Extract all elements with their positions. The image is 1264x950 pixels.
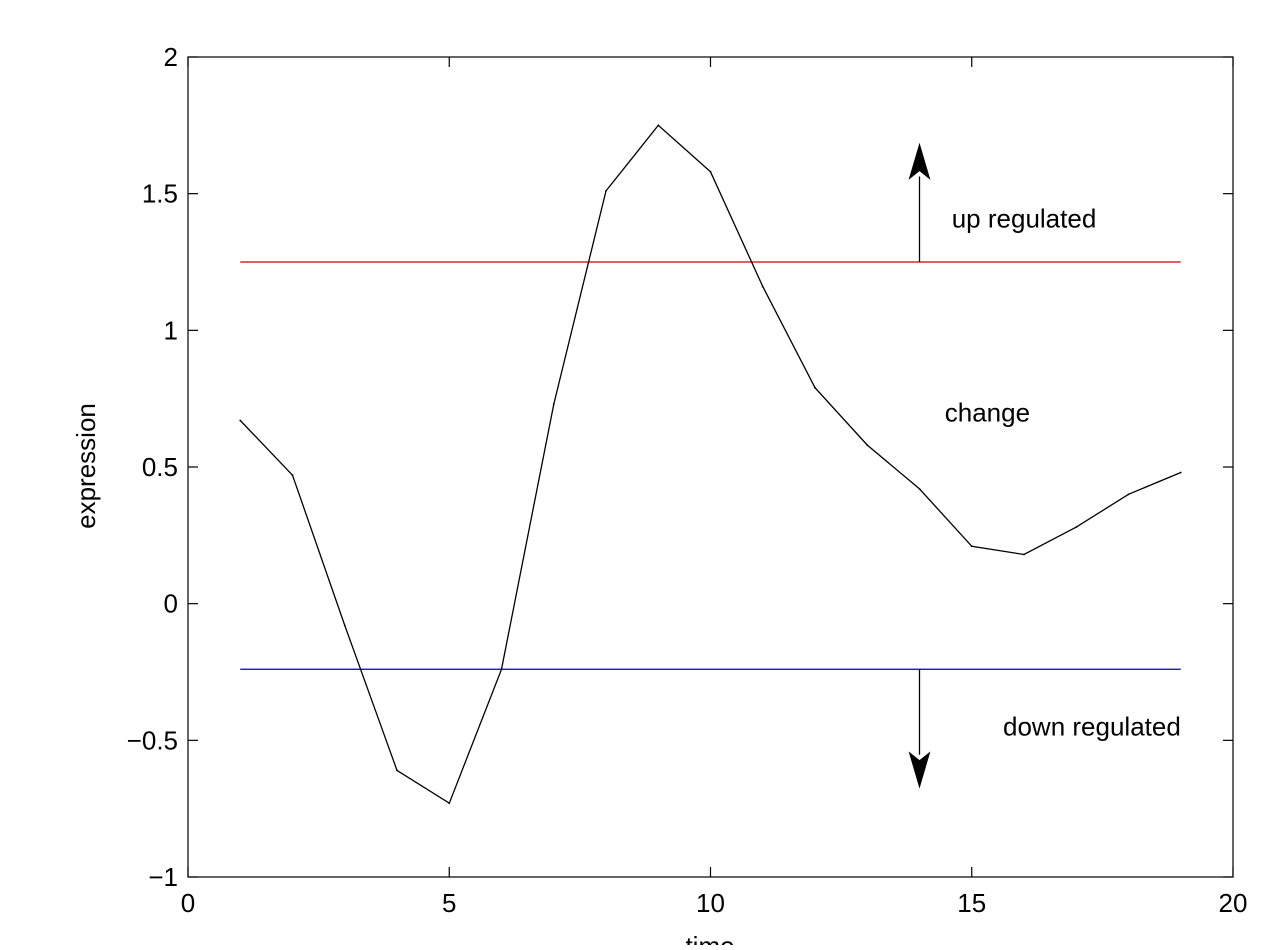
data-point [448,802,451,805]
data-point [1023,553,1025,556]
data-point [291,474,294,477]
x-tick-label: 20 [1219,888,1248,918]
annotations-layer: up regulated change down regulated [945,203,1181,741]
data-point [761,285,764,288]
data-point [866,444,869,447]
data-point [970,545,973,548]
plot-frame [187,56,1234,878]
threshold-lines [240,261,1181,670]
data-point [500,668,503,671]
data-point [239,419,242,422]
data-point [918,487,921,490]
y-tick-label: 0.5 [142,452,178,482]
x-tick-label: 10 [696,888,725,918]
data-point [1127,493,1130,496]
y-tick-label: −1 [148,862,178,892]
series-layer [239,124,1182,805]
x-tick-label: 0 [181,888,195,918]
data-point [396,769,398,772]
x-tick-label: 15 [957,888,986,918]
y-tick-label: 2 [164,42,178,72]
y-tick-label: 1.5 [142,179,178,209]
data-point [709,170,712,173]
axis-ticks: 0 5 10 15 20 −1 −0.5 0 0.5 1 1.5 2 [127,42,1248,918]
data-point [605,190,607,192]
annotation-label: down regulated [1003,712,1181,742]
x-axis-label: time [685,931,734,945]
data-point [657,124,660,127]
data-point [552,403,555,406]
annotation-label: change [945,397,1030,427]
arrow-0 [908,142,931,262]
data-point [1179,471,1182,474]
x-tick-label: 5 [442,888,456,918]
data-point [343,624,346,627]
data-point [1075,526,1078,529]
annotation-label: up regulated [952,203,1097,233]
y-axis-label: expression [71,403,101,529]
arrows-layer [908,142,931,789]
y-tick-label: −0.5 [127,725,178,755]
y-tick-label: 1 [164,315,178,345]
data-point [814,386,816,389]
arrow-1 [908,669,931,789]
y-tick-label: 0 [164,589,178,619]
